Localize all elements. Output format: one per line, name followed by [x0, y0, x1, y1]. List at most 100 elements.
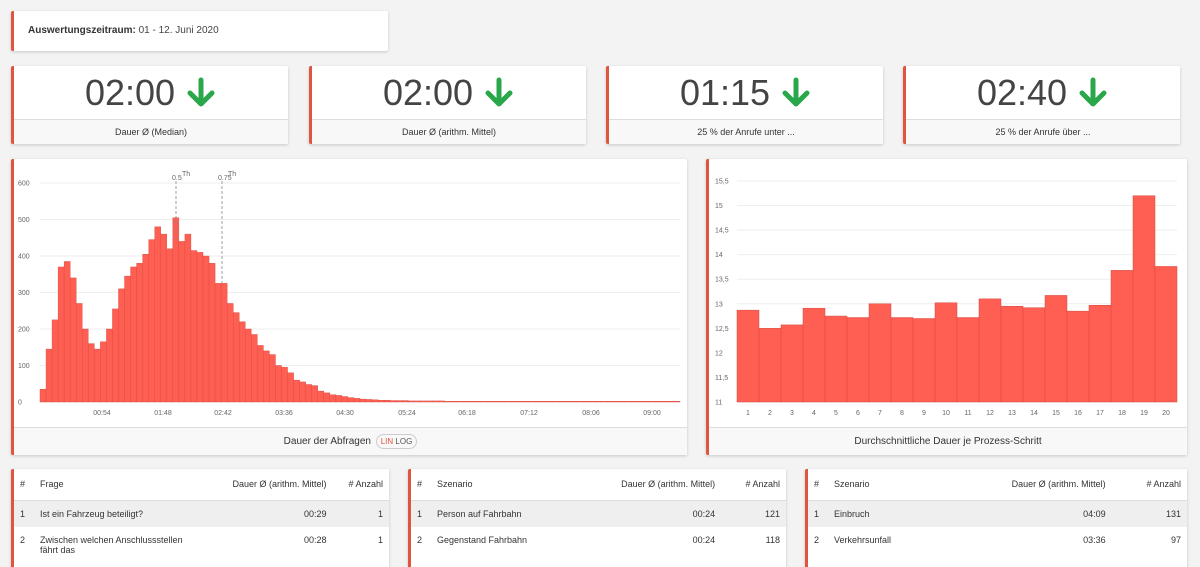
quantile-suffix: Th [228, 171, 236, 178]
histogram-bar [583, 401, 590, 403]
histogram-bar [486, 401, 494, 403]
scenario-table: # Szenario Dauer Ø (arithm. Mittel) # An… [408, 469, 786, 567]
table-row[interactable]: 1 Einbruch 04:09 131 [808, 500, 1187, 527]
lin-option[interactable]: LIN [380, 436, 394, 446]
histogram-bar [142, 253, 149, 403]
histogram-bar [565, 401, 572, 403]
step-bar [956, 317, 980, 403]
x-tick-label: 06:18 [458, 410, 476, 417]
col-count[interactable]: # Anzahl [721, 469, 786, 501]
histogram-bar [287, 372, 294, 403]
row-count: 118 [765, 534, 780, 545]
y-tick-label: 100 [18, 363, 30, 370]
row-name: Zwischen welchen Anschlussstellen fährt … [40, 534, 183, 555]
table-header: # Frage Dauer Ø (arithm. Mittel) # Anzah… [14, 469, 389, 501]
histogram-bar [438, 400, 445, 403]
col-name[interactable]: Szenario [431, 469, 574, 501]
histogram-bar [389, 400, 397, 403]
histogram-bar [118, 288, 125, 403]
col-count[interactable]: # Anzahl [1111, 469, 1187, 501]
col-duration[interactable]: Dauer Ø (arithm. Mittel) [939, 469, 1112, 501]
histogram-card: 0 100 200 300 400 500 600 00:54 01:48 02:42 03:36 0… [11, 159, 687, 455]
table-row[interactable]: 2 Gegenstand Fahrbahn 00:24 118 [411, 527, 786, 553]
table-row[interactable]: 2 Verkehrsunfall 03:36 97 [808, 527, 1187, 553]
x-tick-label: 15 [1052, 410, 1060, 417]
histogram-bar [281, 367, 288, 403]
row-duration: 04:09 [939, 500, 1112, 527]
histogram-bar [263, 350, 270, 403]
histogram-bar [214, 283, 222, 403]
table-header: # Szenario Dauer Ø (arithm. Mittel) # An… [411, 469, 786, 501]
log-option[interactable]: LOG [395, 436, 413, 446]
x-tick-label: 4 [812, 410, 816, 417]
histogram-bar [649, 401, 657, 403]
x-tick-label: 6 [856, 410, 860, 417]
table-row[interactable]: 1 Ist ein Fahrzeug beteiligt? 00:29 1 [14, 500, 389, 527]
histogram-bar [154, 226, 161, 403]
x-tick-label: 10 [942, 410, 950, 417]
histogram-bar [510, 401, 518, 403]
histogram-bar [45, 348, 53, 403]
x-tick-label: 7 [878, 410, 882, 417]
down-arrow-icon [485, 77, 513, 106]
step-duration-card: 11 11,5 12 12,5 13 13,5 14 14,5 15 15,5 1 2 3 4 5 6 7 8 9 1… [706, 159, 1187, 455]
kpi-value: 02:00 [84, 71, 176, 113]
row-name: Ist ein Fahrzeug beteiligt? [34, 500, 204, 527]
histogram-bar [383, 399, 391, 403]
table-row[interactable]: 2 Zwischen welchen Anschlussstellen fähr… [14, 527, 389, 563]
kpi-card-median: 02:00 Dauer Ø (Median) [11, 66, 288, 144]
row-index: 1 [411, 500, 431, 527]
col-name[interactable]: Frage [34, 469, 204, 501]
histogram-bar [498, 401, 506, 403]
col-duration[interactable]: Dauer Ø (arithm. Mittel) [204, 469, 333, 501]
row-index: 2 [814, 534, 820, 545]
histogram-bar [673, 401, 681, 403]
y-tick-label: 300 [18, 290, 30, 297]
quantile-suffix: Th [182, 171, 190, 178]
step-bar [978, 298, 1002, 403]
step-bar [1088, 305, 1112, 403]
histogram-bar [577, 401, 584, 403]
row-duration: 03:36 [1083, 534, 1106, 545]
histogram-bar [637, 401, 644, 403]
histogram-bar [220, 283, 228, 403]
histogram-bar [408, 400, 415, 403]
x-tick-label: 8 [900, 410, 904, 417]
histogram-bar [69, 277, 77, 403]
step-bar [1154, 266, 1178, 403]
histogram-bar [63, 261, 71, 403]
table-header: # Szenario Dauer Ø (arithm. Mittel) # An… [808, 469, 1187, 501]
y-tick-label: 200 [18, 327, 30, 334]
step-bar [736, 309, 760, 403]
x-tick-label: 20 [1162, 410, 1170, 417]
y-tick-label: 11 [715, 400, 722, 407]
y-tick-label: 500 [18, 217, 30, 224]
histogram-bar [402, 400, 409, 403]
lin-log-toggle[interactable]: LIN LOG [375, 433, 418, 449]
histogram-bar [166, 248, 174, 403]
scenario-table-2: # Szenario Dauer Ø (arithm. Mittel) # An… [805, 469, 1187, 567]
period-card: Auswertungszeitraum: 01 - 12. Juni 2020 [11, 11, 388, 51]
histogram-bar [136, 263, 143, 403]
col-count[interactable]: # Anzahl [332, 469, 389, 501]
histogram-bar [625, 401, 632, 403]
y-tick-label: 13 [715, 301, 723, 308]
table-row[interactable]: 1 Person auf Fahrbahn 00:24 121 [411, 500, 786, 527]
histogram-bar [468, 401, 475, 403]
x-tick-label: 1 [746, 410, 750, 417]
x-tick-label: 19 [1140, 410, 1148, 417]
histogram-bar [589, 401, 596, 403]
col-duration[interactable]: Dauer Ø (arithm. Mittel) [573, 469, 722, 501]
step-bar [1066, 310, 1090, 403]
histogram-bar [601, 401, 608, 403]
col-name[interactable]: Szenario [828, 469, 940, 501]
histogram-bar [559, 401, 566, 403]
histogram-bar [317, 390, 324, 403]
histogram-bar [293, 379, 300, 403]
y-tick-label: 13,5 [715, 277, 729, 284]
histogram-bar [269, 354, 276, 403]
row-duration: 00:24 [692, 534, 716, 545]
y-tick-label: 0 [18, 400, 22, 407]
kpi-value: 02:00 [382, 71, 474, 113]
